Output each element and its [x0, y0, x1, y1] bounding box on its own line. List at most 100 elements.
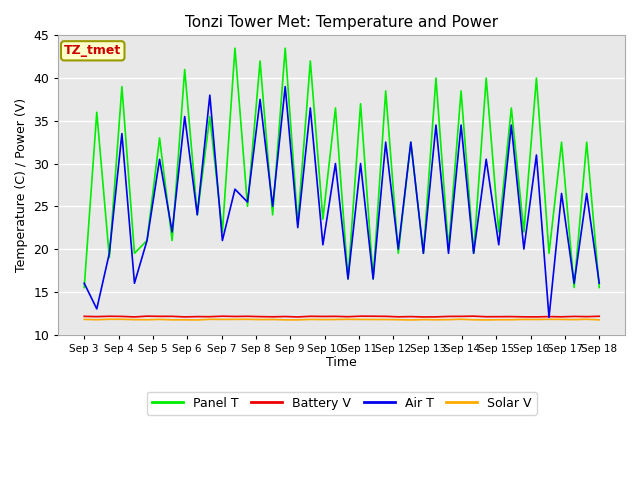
Battery V — [319, 313, 327, 319]
Air T — [193, 212, 201, 218]
Battery V — [269, 314, 276, 320]
Battery V — [470, 313, 477, 319]
Solar V — [143, 317, 151, 323]
Solar V — [369, 317, 377, 323]
Air T — [457, 122, 465, 128]
Battery V — [432, 314, 440, 320]
Air T — [118, 131, 125, 136]
Solar V — [332, 317, 339, 323]
Panel T — [595, 285, 603, 290]
Panel T — [294, 220, 301, 226]
Solar V — [344, 316, 352, 322]
Panel T — [118, 84, 125, 89]
Line: Panel T: Panel T — [84, 48, 599, 288]
Battery V — [206, 314, 214, 320]
Panel T — [218, 229, 226, 235]
Panel T — [420, 251, 428, 256]
Panel T — [445, 246, 452, 252]
Panel T — [432, 75, 440, 81]
Panel T — [256, 58, 264, 64]
Panel T — [457, 88, 465, 94]
Title: Tonzi Tower Met: Temperature and Power: Tonzi Tower Met: Temperature and Power — [185, 15, 499, 30]
Solar V — [231, 316, 239, 322]
Panel T — [583, 139, 591, 145]
Solar V — [432, 317, 440, 323]
Solar V — [106, 316, 113, 322]
Solar V — [131, 317, 138, 323]
Battery V — [495, 314, 502, 320]
Legend: Panel T, Battery V, Air T, Solar V: Panel T, Battery V, Air T, Solar V — [147, 392, 537, 415]
Panel T — [181, 67, 189, 72]
Solar V — [269, 317, 276, 323]
Solar V — [394, 317, 402, 323]
Air T — [244, 199, 252, 205]
Battery V — [294, 314, 301, 320]
Battery V — [307, 313, 314, 319]
Panel T — [545, 251, 553, 256]
Solar V — [181, 317, 189, 323]
Solar V — [570, 317, 578, 323]
Battery V — [382, 313, 390, 319]
Solar V — [168, 317, 176, 323]
Panel T — [532, 75, 540, 81]
Air T — [583, 191, 591, 196]
Air T — [595, 280, 603, 286]
Battery V — [557, 314, 565, 320]
Air T — [520, 246, 528, 252]
Air T — [570, 280, 578, 286]
Air T — [332, 161, 339, 167]
Air T — [269, 204, 276, 209]
Battery V — [244, 313, 252, 319]
Air T — [420, 251, 428, 256]
Air T — [181, 114, 189, 120]
Air T — [319, 242, 327, 248]
Air T — [231, 186, 239, 192]
Panel T — [168, 238, 176, 243]
Solar V — [307, 316, 314, 322]
Air T — [432, 122, 440, 128]
Battery V — [520, 314, 528, 320]
Air T — [206, 92, 214, 98]
Battery V — [143, 313, 151, 319]
Solar V — [244, 316, 252, 322]
Battery V — [131, 314, 138, 320]
Air T — [294, 225, 301, 230]
Battery V — [570, 313, 578, 319]
Solar V — [407, 317, 415, 323]
Solar V — [282, 317, 289, 323]
Air T — [407, 139, 415, 145]
Panel T — [332, 105, 339, 111]
Battery V — [106, 313, 113, 319]
Battery V — [583, 314, 591, 320]
Air T — [81, 280, 88, 286]
Air T — [106, 251, 113, 256]
Battery V — [193, 314, 201, 320]
Panel T — [156, 135, 163, 141]
Solar V — [81, 316, 88, 322]
Panel T — [344, 276, 352, 282]
Panel T — [319, 216, 327, 222]
Battery V — [407, 314, 415, 320]
Solar V — [583, 316, 591, 322]
Line: Battery V: Battery V — [84, 316, 599, 317]
Air T — [307, 105, 314, 111]
Air T — [156, 156, 163, 162]
Battery V — [156, 313, 163, 319]
Battery V — [282, 313, 289, 319]
Battery V — [394, 314, 402, 320]
Panel T — [356, 101, 364, 107]
Solar V — [118, 316, 125, 322]
Battery V — [118, 313, 125, 319]
Solar V — [93, 317, 100, 323]
Panel T — [282, 45, 289, 51]
Solar V — [382, 317, 390, 323]
Panel T — [508, 105, 515, 111]
Panel T — [394, 251, 402, 256]
Battery V — [356, 313, 364, 319]
Battery V — [508, 314, 515, 320]
Battery V — [93, 314, 100, 320]
Solar V — [495, 317, 502, 323]
Air T — [470, 251, 477, 256]
Solar V — [218, 316, 226, 322]
Solar V — [508, 317, 515, 323]
